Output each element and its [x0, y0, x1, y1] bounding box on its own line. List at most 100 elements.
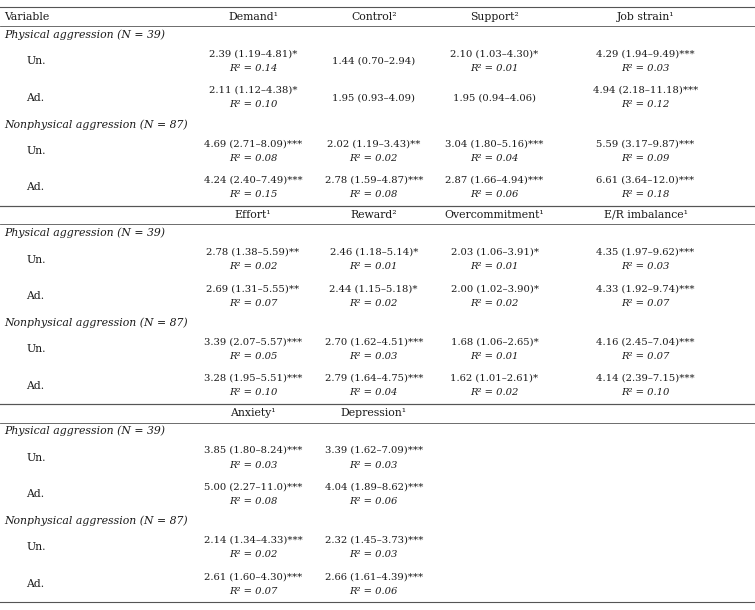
Text: R² = 0.02: R² = 0.02 [470, 389, 519, 397]
Text: Physical aggression (N = 39): Physical aggression (N = 39) [4, 426, 165, 436]
Text: Job strain¹: Job strain¹ [617, 12, 674, 22]
Text: Ad.: Ad. [26, 489, 45, 499]
Text: Physical aggression (N = 39): Physical aggression (N = 39) [4, 228, 165, 238]
Text: R² = 0.08: R² = 0.08 [350, 190, 398, 199]
Text: R² = 0.01: R² = 0.01 [350, 262, 398, 271]
Text: 3.85 (1.80–8.24)***: 3.85 (1.80–8.24)*** [204, 446, 302, 455]
Text: Nonphysical aggression (N = 87): Nonphysical aggression (N = 87) [4, 515, 187, 526]
Text: 2.32 (1.45–3.73)***: 2.32 (1.45–3.73)*** [325, 536, 423, 545]
Text: R² = 0.07: R² = 0.07 [229, 587, 277, 595]
Text: R² = 0.03: R² = 0.03 [350, 352, 398, 361]
Text: R² = 0.07: R² = 0.07 [229, 299, 277, 307]
Text: R² = 0.05: R² = 0.05 [229, 352, 277, 361]
Text: R² = 0.02: R² = 0.02 [350, 299, 398, 307]
Text: R² = 0.10: R² = 0.10 [229, 389, 277, 397]
Text: R² = 0.02: R² = 0.02 [229, 262, 277, 271]
Text: Anxiety¹: Anxiety¹ [230, 408, 276, 418]
Text: Effort¹: Effort¹ [235, 210, 271, 220]
Text: Ad.: Ad. [26, 291, 45, 301]
Text: 2.66 (1.61–4.39)***: 2.66 (1.61–4.39)*** [325, 572, 423, 581]
Text: 4.16 (2.45–7.04)***: 4.16 (2.45–7.04)*** [596, 337, 695, 346]
Text: 2.03 (1.06–3.91)*: 2.03 (1.06–3.91)* [451, 248, 538, 257]
Text: R² = 0.08: R² = 0.08 [229, 497, 277, 506]
Text: R² = 0.03: R² = 0.03 [350, 461, 398, 470]
Text: R² = 0.14: R² = 0.14 [229, 64, 277, 73]
Text: 3.39 (1.62–7.09)***: 3.39 (1.62–7.09)*** [325, 446, 423, 455]
Text: Control²: Control² [351, 12, 396, 22]
Text: Nonphysical aggression (N = 87): Nonphysical aggression (N = 87) [4, 119, 187, 129]
Text: 4.24 (2.40–7.49)***: 4.24 (2.40–7.49)*** [204, 176, 302, 185]
Text: Ad.: Ad. [26, 381, 45, 390]
Text: R² = 0.15: R² = 0.15 [229, 190, 277, 199]
Text: R² = 0.06: R² = 0.06 [350, 497, 398, 506]
Text: 2.00 (1.02–3.90)*: 2.00 (1.02–3.90)* [451, 284, 538, 293]
Text: Overcommitment¹: Overcommitment¹ [445, 210, 544, 220]
Text: 2.87 (1.66–4.94)***: 2.87 (1.66–4.94)*** [445, 176, 544, 185]
Text: R² = 0.04: R² = 0.04 [350, 389, 398, 397]
Text: 4.04 (1.89–8.62)***: 4.04 (1.89–8.62)*** [325, 483, 423, 492]
Text: R² = 0.03: R² = 0.03 [229, 461, 277, 470]
Text: Reward²: Reward² [350, 210, 397, 220]
Text: R² = 0.10: R² = 0.10 [621, 389, 670, 397]
Text: Un.: Un. [26, 56, 46, 66]
Text: 3.04 (1.80–5.16)***: 3.04 (1.80–5.16)*** [445, 139, 544, 148]
Text: 1.95 (0.94–4.06): 1.95 (0.94–4.06) [453, 93, 536, 102]
Text: 2.10 (1.03–4.30)*: 2.10 (1.03–4.30)* [451, 49, 538, 59]
Text: Variable: Variable [4, 12, 49, 22]
Text: 2.46 (1.18–5.14)*: 2.46 (1.18–5.14)* [329, 248, 418, 257]
Text: R² = 0.01: R² = 0.01 [470, 64, 519, 73]
Text: 4.35 (1.97–9.62)***: 4.35 (1.97–9.62)*** [596, 248, 695, 257]
Text: 2.78 (1.59–4.87)***: 2.78 (1.59–4.87)*** [325, 176, 423, 185]
Text: Un.: Un. [26, 344, 46, 354]
Text: 5.59 (3.17–9.87)***: 5.59 (3.17–9.87)*** [596, 139, 695, 148]
Text: 2.14 (1.34–4.33)***: 2.14 (1.34–4.33)*** [204, 536, 302, 545]
Text: Physical aggression (N = 39): Physical aggression (N = 39) [4, 29, 165, 40]
Text: R² = 0.12: R² = 0.12 [621, 101, 670, 109]
Text: 4.69 (2.71–8.09)***: 4.69 (2.71–8.09)*** [204, 139, 302, 148]
Text: Support²: Support² [470, 12, 519, 22]
Text: 1.95 (0.93–4.09): 1.95 (0.93–4.09) [332, 93, 415, 102]
Text: R² = 0.03: R² = 0.03 [621, 64, 670, 73]
Text: R² = 0.07: R² = 0.07 [621, 299, 670, 307]
Text: Demand¹: Demand¹ [228, 12, 278, 22]
Text: Ad.: Ad. [26, 182, 45, 192]
Text: Ad.: Ad. [26, 93, 45, 102]
Text: 2.44 (1.15–5.18)*: 2.44 (1.15–5.18)* [329, 284, 418, 293]
Text: 1.44 (0.70–2.94): 1.44 (0.70–2.94) [332, 57, 415, 66]
Text: Un.: Un. [26, 254, 46, 265]
Text: R² = 0.02: R² = 0.02 [350, 154, 398, 163]
Text: 1.68 (1.06–2.65)*: 1.68 (1.06–2.65)* [451, 337, 538, 346]
Text: R² = 0.09: R² = 0.09 [621, 154, 670, 163]
Text: R² = 0.03: R² = 0.03 [350, 550, 398, 559]
Text: R² = 0.18: R² = 0.18 [621, 190, 670, 199]
Text: R² = 0.08: R² = 0.08 [229, 154, 277, 163]
Text: R² = 0.03: R² = 0.03 [621, 262, 670, 271]
Text: E/R imbalance¹: E/R imbalance¹ [603, 210, 688, 220]
Text: 5.00 (2.27–11.0)***: 5.00 (2.27–11.0)*** [204, 483, 302, 492]
Text: R² = 0.02: R² = 0.02 [229, 550, 277, 559]
Text: 4.29 (1.94–9.49)***: 4.29 (1.94–9.49)*** [596, 49, 695, 59]
Text: Depression¹: Depression¹ [341, 408, 407, 418]
Text: R² = 0.07: R² = 0.07 [621, 352, 670, 361]
Text: Un.: Un. [26, 542, 46, 553]
Text: 2.69 (1.31–5.55)**: 2.69 (1.31–5.55)** [206, 284, 300, 293]
Text: R² = 0.02: R² = 0.02 [470, 299, 519, 307]
Text: 4.94 (2.18–11.18)***: 4.94 (2.18–11.18)*** [593, 86, 698, 95]
Text: R² = 0.01: R² = 0.01 [470, 262, 519, 271]
Text: R² = 0.06: R² = 0.06 [350, 587, 398, 595]
Text: Nonphysical aggression (N = 87): Nonphysical aggression (N = 87) [4, 317, 187, 328]
Text: Un.: Un. [26, 146, 46, 156]
Text: 2.61 (1.60–4.30)***: 2.61 (1.60–4.30)*** [204, 572, 302, 581]
Text: 4.14 (2.39–7.15)***: 4.14 (2.39–7.15)*** [596, 374, 695, 383]
Text: 2.39 (1.19–4.81)*: 2.39 (1.19–4.81)* [208, 49, 297, 59]
Text: 3.39 (2.07–5.57)***: 3.39 (2.07–5.57)*** [204, 337, 302, 346]
Text: Un.: Un. [26, 453, 46, 463]
Text: R² = 0.01: R² = 0.01 [470, 352, 519, 361]
Text: R² = 0.04: R² = 0.04 [470, 154, 519, 163]
Text: 3.28 (1.95–5.51)***: 3.28 (1.95–5.51)*** [204, 374, 302, 383]
Text: 2.79 (1.64–4.75)***: 2.79 (1.64–4.75)*** [325, 374, 423, 383]
Text: 2.02 (1.19–3.43)**: 2.02 (1.19–3.43)** [327, 139, 421, 148]
Text: 2.70 (1.62–4.51)***: 2.70 (1.62–4.51)*** [325, 337, 423, 346]
Text: 1.62 (1.01–2.61)*: 1.62 (1.01–2.61)* [451, 374, 538, 383]
Text: Ad.: Ad. [26, 579, 45, 589]
